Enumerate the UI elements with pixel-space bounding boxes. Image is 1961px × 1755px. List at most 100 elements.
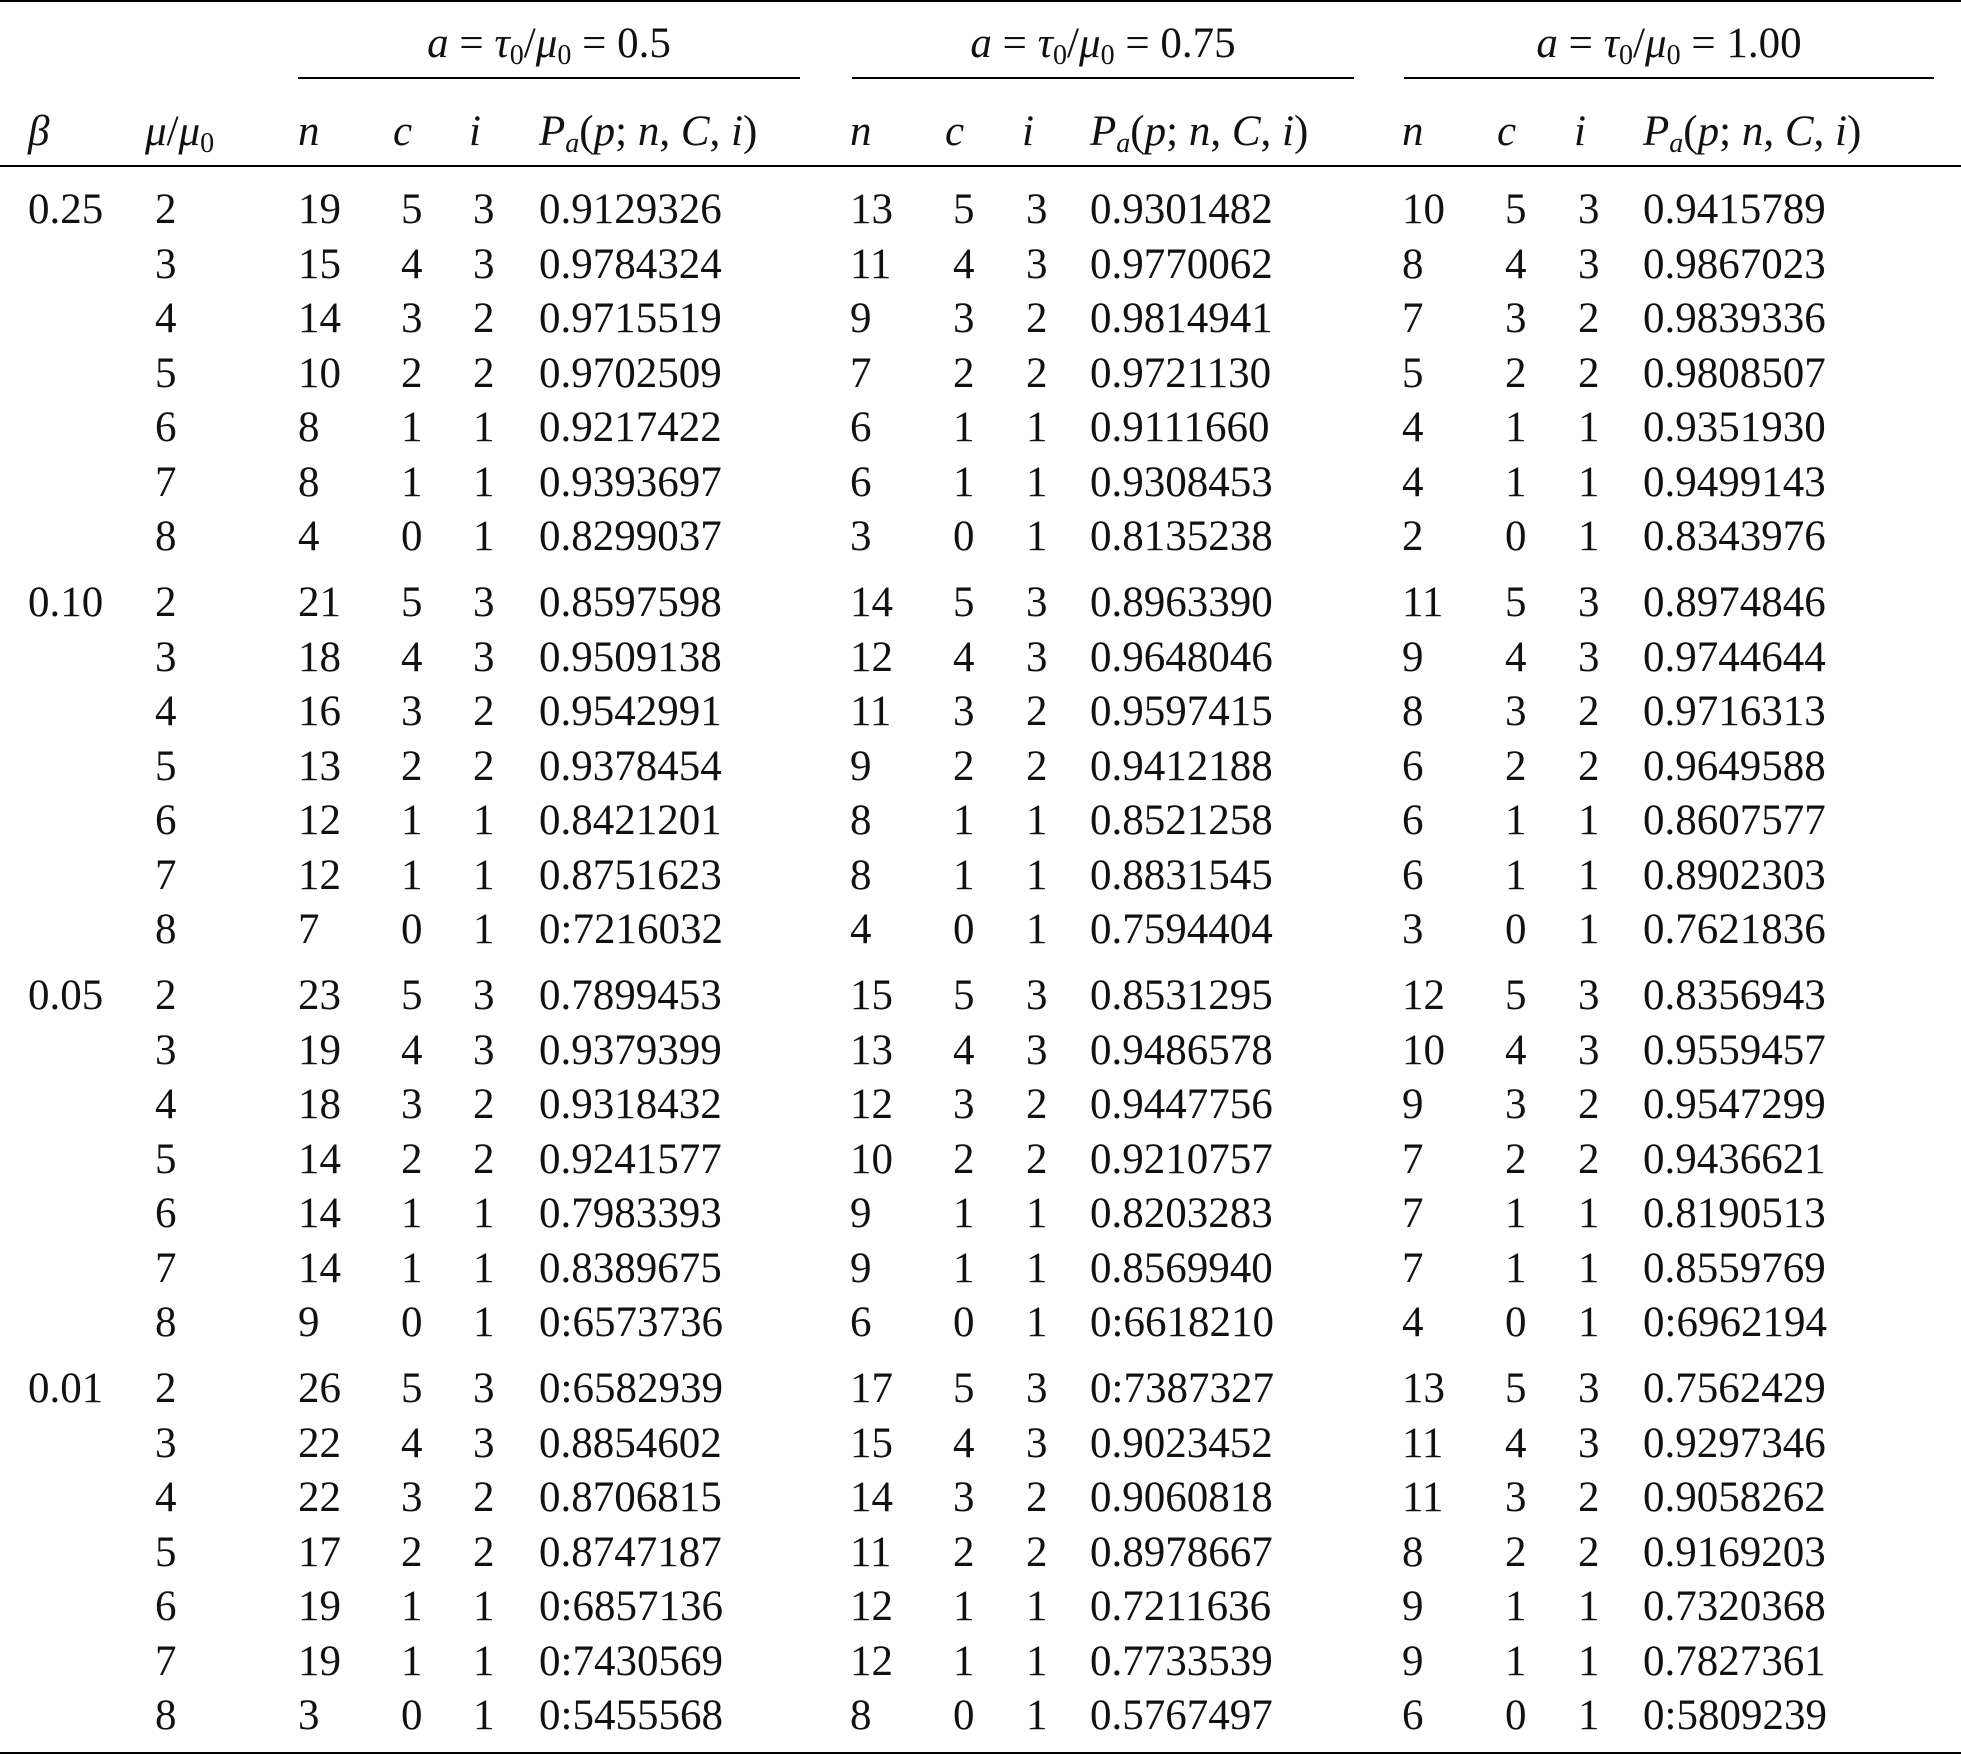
cell-pa: 0.9217422 <box>539 404 722 451</box>
cell-c: 0 <box>401 513 423 560</box>
col-header-beta: β <box>28 108 50 155</box>
mu-ratio-value: 3 <box>155 1027 177 1074</box>
cell-n: 4 <box>1402 404 1424 451</box>
cell-i: 1 <box>1578 1245 1600 1292</box>
cell-c: 4 <box>953 241 975 288</box>
cell-c: 1 <box>401 459 423 506</box>
cell-c: 5 <box>953 1365 975 1412</box>
cell-c: 3 <box>401 295 423 342</box>
cell-pa: 0.8299037 <box>539 513 722 560</box>
cell-i: 1 <box>1578 1190 1600 1237</box>
cell-n: 8 <box>850 852 872 899</box>
cell-c: 0 <box>1505 1692 1527 1739</box>
cell-i: 1 <box>1578 852 1600 899</box>
cell-i: 2 <box>473 1529 495 1576</box>
cell-pa: 0.9648046 <box>1090 634 1273 681</box>
cell-i: 3 <box>473 579 495 626</box>
cell-c: 2 <box>401 1529 423 1576</box>
cell-pa: 0:5809239 <box>1643 1692 1827 1739</box>
cell-n: 7 <box>1402 1245 1424 1292</box>
cell-pa: 0.8978667 <box>1090 1529 1273 1576</box>
cell-c: 1 <box>1505 404 1527 451</box>
cell-pa: 0.9867023 <box>1643 241 1826 288</box>
mu-ratio-value: 4 <box>155 1081 177 1128</box>
cell-i: 2 <box>1578 1081 1600 1128</box>
cell-i: 1 <box>473 906 495 953</box>
cell-pa: 0.9308453 <box>1090 459 1273 506</box>
cell-c: 5 <box>953 186 975 233</box>
cell-i: 3 <box>1026 579 1048 626</box>
cell-n: 19 <box>298 1027 341 1074</box>
cell-pa: 0.9378454 <box>539 743 722 790</box>
col-header-mu-ratio: μ/μ0 <box>145 108 215 159</box>
cell-c: 3 <box>953 1474 975 1521</box>
cell-pa: 0.9436621 <box>1643 1136 1826 1183</box>
cell-c: 1 <box>401 797 423 844</box>
cell-pa: 0.9379399 <box>539 1027 722 1074</box>
cell-c: 4 <box>401 634 423 681</box>
cell-n: 6 <box>1402 852 1424 899</box>
cell-c: 2 <box>1505 743 1527 790</box>
cell-pa: 0.9499143 <box>1643 459 1826 506</box>
col-header-n: n <box>850 108 872 155</box>
cell-c: 5 <box>1505 186 1527 233</box>
cell-i: 1 <box>1578 1692 1600 1739</box>
cell-n: 3 <box>298 1692 320 1739</box>
cell-n: 9 <box>850 1190 872 1237</box>
col-header-c: c <box>393 108 413 155</box>
cell-c: 2 <box>953 743 975 790</box>
cell-n: 7 <box>1402 1190 1424 1237</box>
cell-n: 12 <box>1402 972 1445 1019</box>
cell-c: 1 <box>953 1583 975 1630</box>
cell-n: 8 <box>1402 241 1424 288</box>
cell-pa: 0.9351930 <box>1643 404 1826 451</box>
cell-n: 22 <box>298 1474 341 1521</box>
cell-n: 6 <box>1402 797 1424 844</box>
cell-c: 1 <box>1505 1583 1527 1630</box>
cell-i: 3 <box>1578 972 1600 1019</box>
cell-i: 1 <box>1026 906 1048 953</box>
cell-i: 1 <box>1578 1299 1600 1346</box>
cell-i: 3 <box>473 1365 495 1412</box>
cell-pa: 0.9716313 <box>1643 688 1826 735</box>
cell-pa: 0.8203283 <box>1090 1190 1273 1237</box>
cell-i: 2 <box>1026 1474 1048 1521</box>
cell-i: 1 <box>1578 1638 1600 1685</box>
beta-value: 0.01 <box>28 1365 104 1412</box>
cell-pa: 0.9129326 <box>539 186 722 233</box>
cell-c: 2 <box>1505 350 1527 397</box>
cell-c: 4 <box>1505 1027 1527 1074</box>
cell-n: 6 <box>1402 743 1424 790</box>
col-header-i: i <box>469 108 481 155</box>
cell-n: 9 <box>1402 1583 1424 1630</box>
cell-pa: 0.9542991 <box>539 688 722 735</box>
cell-i: 3 <box>473 972 495 1019</box>
cell-c: 2 <box>401 350 423 397</box>
cell-i: 2 <box>1578 1136 1600 1183</box>
cell-i: 1 <box>1578 1583 1600 1630</box>
cell-c: 0 <box>401 906 423 953</box>
cell-c: 5 <box>953 972 975 1019</box>
cell-c: 3 <box>1505 1081 1527 1128</box>
mu-ratio-value: 3 <box>155 241 177 288</box>
cell-c: 1 <box>953 797 975 844</box>
cell-pa: 0.7899453 <box>539 972 722 1019</box>
cell-n: 8 <box>1402 1529 1424 1576</box>
cell-n: 12 <box>850 1081 893 1128</box>
cell-i: 1 <box>1026 1638 1048 1685</box>
cell-pa: 0.9597415 <box>1090 688 1273 735</box>
mu-ratio-value: 5 <box>155 1529 177 1576</box>
cell-i: 1 <box>1026 513 1048 560</box>
cell-n: 14 <box>298 1136 341 1183</box>
cell-c: 1 <box>953 1245 975 1292</box>
cell-i: 1 <box>473 1692 495 1739</box>
cell-c: 3 <box>1505 1474 1527 1521</box>
cell-i: 3 <box>473 1027 495 1074</box>
mu-ratio-value: 7 <box>155 1245 177 1292</box>
cell-c: 3 <box>953 295 975 342</box>
cell-pa: 0.8559769 <box>1643 1245 1826 1292</box>
col-header-n: n <box>1402 108 1424 155</box>
cell-i: 2 <box>473 743 495 790</box>
cell-c: 3 <box>1505 688 1527 735</box>
cell-i: 2 <box>473 1136 495 1183</box>
